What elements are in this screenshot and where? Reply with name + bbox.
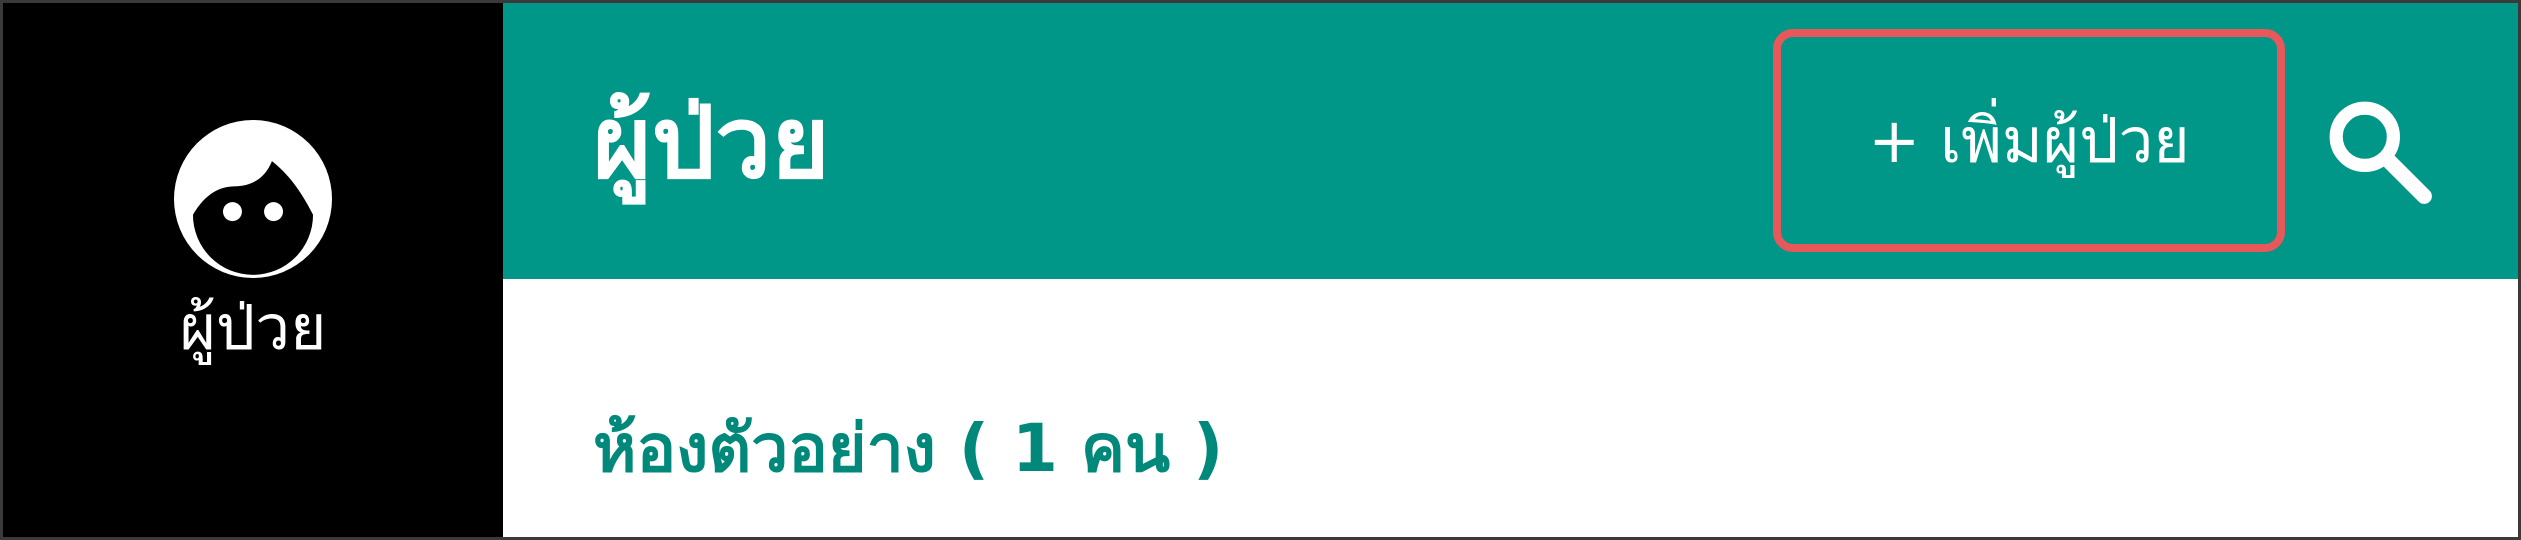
app-bar: ผู้ป่วย + เพิ่มผู้ป่วย	[503, 3, 2518, 279]
app-window: ผู้ป่วย ผู้ป่วย + เพิ่มผู้ป่วย ห้องตัวอย…	[3, 3, 2518, 537]
page-title: ผู้ป่วย	[593, 84, 830, 201]
search-icon[interactable]	[2323, 95, 2433, 205]
main-content: ห้องตัวอย่าง ( 1 คน )	[503, 279, 2518, 537]
room-section-title: ห้องตัวอย่าง ( 1 คน )	[593, 410, 1224, 487]
sidebar-item-label: ผู้ป่วย	[179, 291, 327, 364]
face-icon	[174, 120, 332, 278]
sidebar-item-patients[interactable]: ผู้ป่วย	[3, 3, 503, 364]
add-patient-button[interactable]: + เพิ่มผู้ป่วย	[1773, 29, 2285, 252]
sidebar: ผู้ป่วย	[3, 3, 503, 537]
